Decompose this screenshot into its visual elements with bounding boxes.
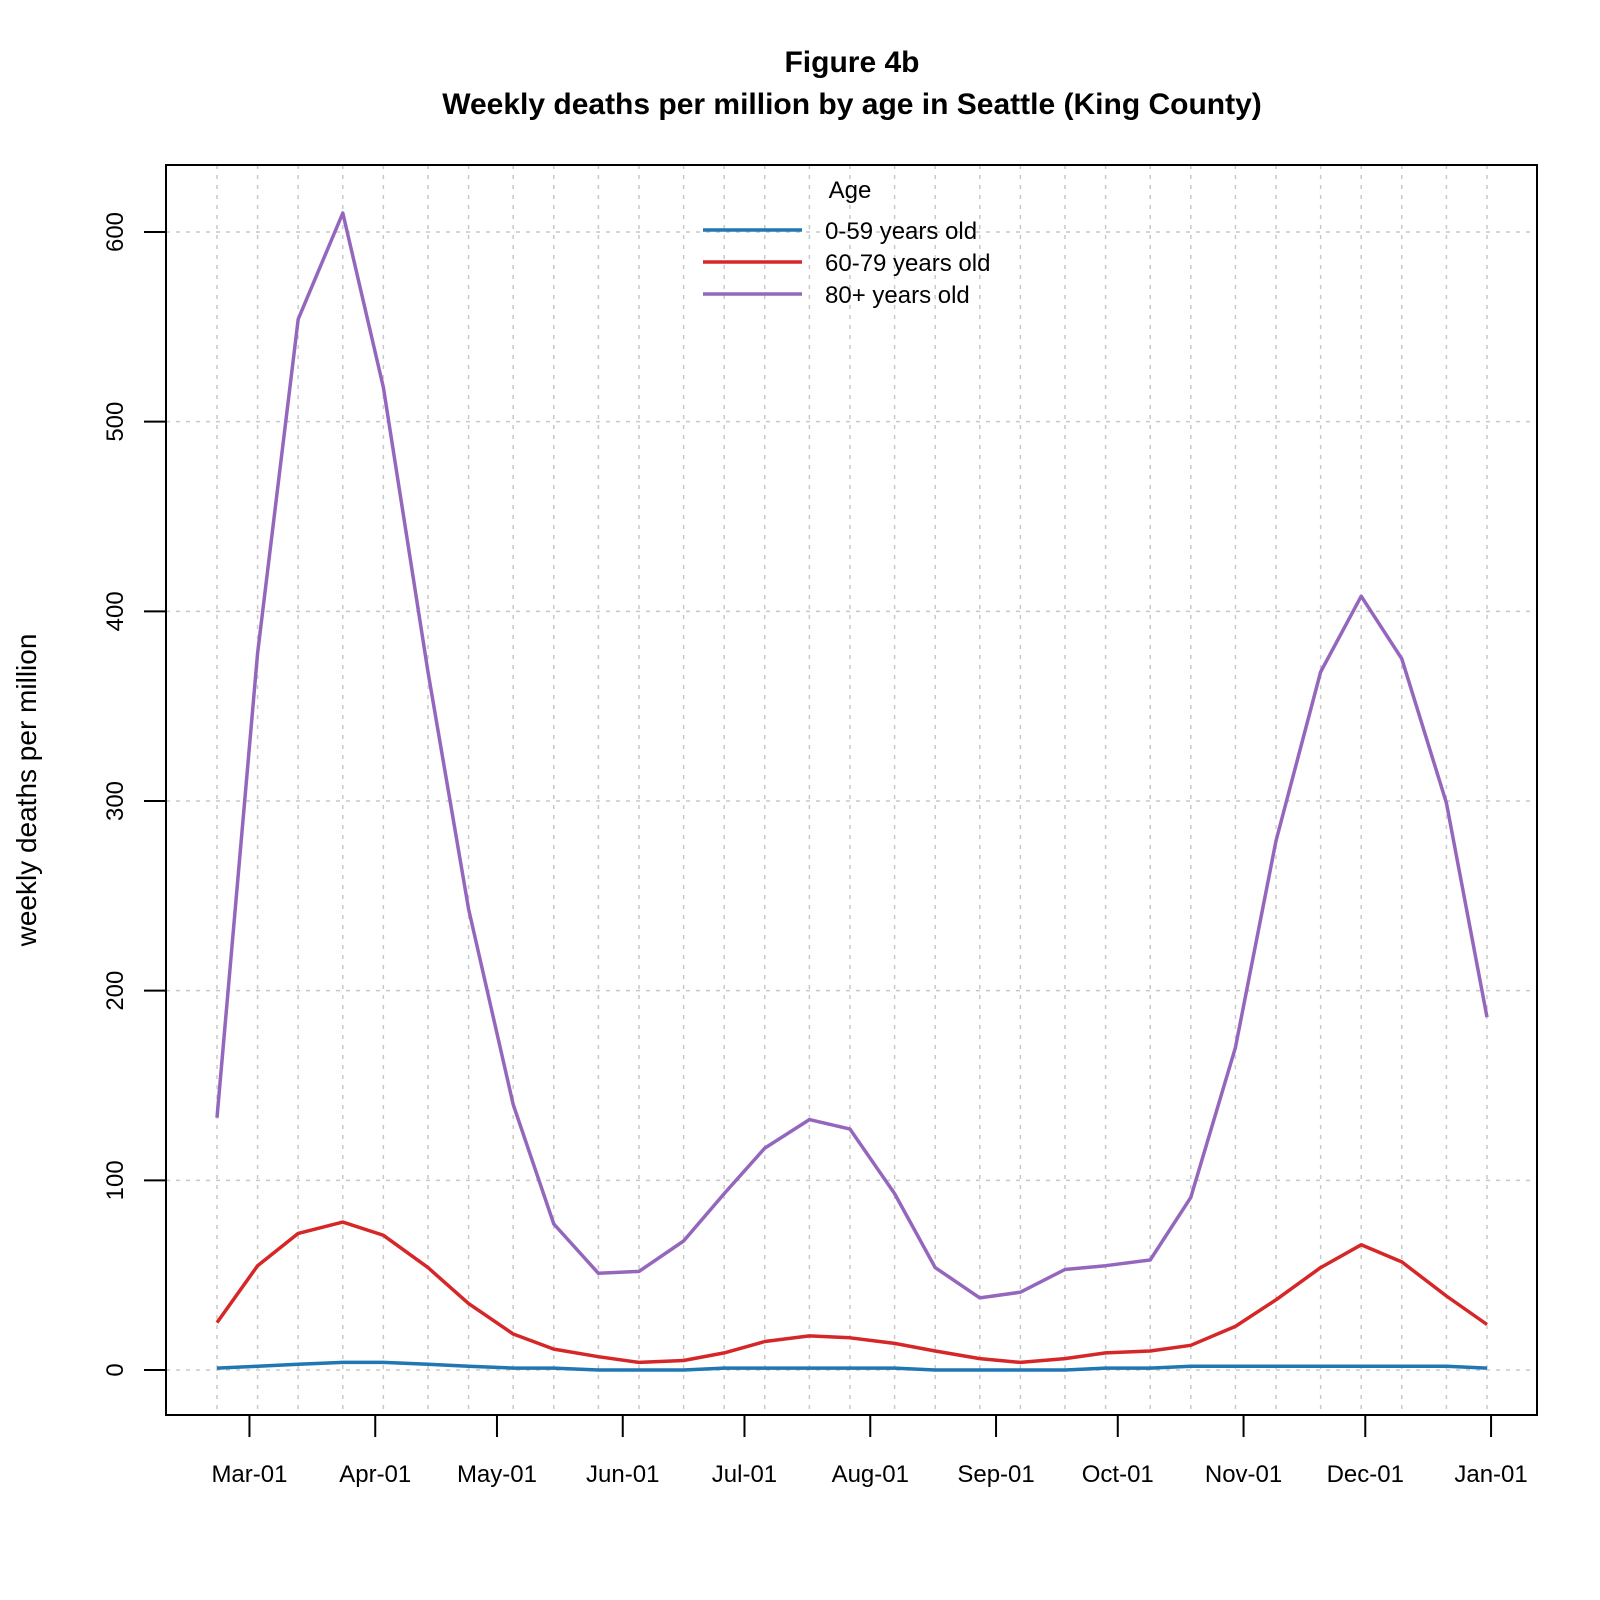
legend: Age 0-59 years old 60-79 years old 80+ yea… [703, 177, 990, 309]
grid [166, 165, 1537, 1415]
plot-frame [165, 164, 1538, 1416]
x-tick-label: Jan-01 [1454, 1461, 1527, 1488]
x-tick-label: Mar-01 [211, 1461, 287, 1488]
series-line-2 [215, 1220, 1489, 1365]
legend-title: Age [829, 177, 872, 204]
legend-label: 80+ years old [825, 282, 970, 309]
y-tick-label: 200 [102, 971, 129, 1011]
legend-label: 0-59 years old [825, 218, 977, 245]
x-tick-label: Nov-01 [1205, 1461, 1282, 1488]
y-tick-label: 0 [102, 1363, 129, 1376]
legend-label: 60-79 years old [825, 250, 990, 277]
y-tick-label: 100 [102, 1160, 129, 1200]
y-tick-label: 400 [102, 591, 129, 631]
y-axis-label: weekly deaths per million [11, 634, 42, 948]
x-tick-label: May-01 [457, 1461, 537, 1488]
y-axis: 0 100 200 300 400 500 600 [102, 212, 166, 1377]
chart-title: Figure 4b [784, 46, 919, 79]
series-line-3 [215, 211, 1489, 1300]
x-tick-label: Aug-01 [832, 1461, 909, 1488]
x-tick-label: Jun-01 [586, 1461, 659, 1488]
y-tick-label: 600 [102, 212, 129, 252]
chart-subtitle: Weekly deaths per million by age in Seat… [442, 88, 1262, 121]
x-tick-label: Oct-01 [1082, 1461, 1154, 1488]
series-lines [215, 211, 1489, 1372]
series-line-1 [216, 1360, 1488, 1372]
x-tick-label: Jul-01 [712, 1461, 777, 1488]
x-axis: Mar-01 Apr-01 May-01 Jun-01 Jul-01 Aug-01 Sep-… [211, 1415, 1528, 1488]
x-tick-label: Apr-01 [339, 1461, 411, 1488]
y-tick-label: 500 [102, 402, 129, 442]
y-tick-label: 300 [102, 781, 129, 821]
x-tick-label: Sep-01 [957, 1461, 1034, 1488]
x-tick-label: Dec-01 [1327, 1461, 1404, 1488]
